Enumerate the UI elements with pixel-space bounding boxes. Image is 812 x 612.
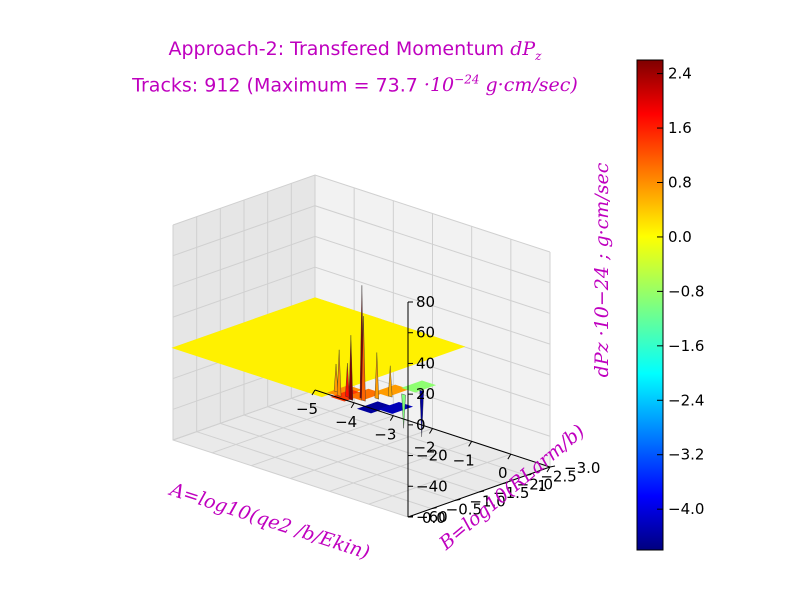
- y-tick-label: −2.5: [540, 467, 576, 485]
- y-tick-mark: [526, 473, 532, 476]
- colorbar-tick-label: 2.4: [668, 65, 692, 83]
- title-line1-text: Approach-2: Transfered Momentum: [168, 38, 511, 60]
- y-tick-label: 0.0: [422, 509, 446, 527]
- x-tick-mark: [507, 453, 512, 460]
- surface-patch: [356, 401, 392, 414]
- surface-spike: [419, 389, 424, 437]
- surface-spike: [374, 352, 380, 400]
- z-tick-label: −20: [416, 447, 448, 465]
- x-tick-label: 0: [498, 464, 508, 482]
- title-line2-text: Tracks: 912 (Maximum = 73.7: [132, 74, 424, 97]
- grid-line-z: [172, 266, 551, 345]
- x-tick-mark: [311, 389, 316, 396]
- surface-patch: [327, 385, 363, 398]
- grid-line-z: [172, 174, 551, 253]
- colorbar-tick-label: 0.0: [668, 228, 692, 246]
- z-tick-label: 0: [416, 416, 426, 434]
- x-tick-label: 1: [537, 477, 547, 495]
- x-tick-label: −5: [296, 400, 318, 418]
- tick-labels: −5 −4 −3 −2 −1 0 1 0.0 −0.5−1.0−1.5−2.0−2.5−3.0 8…: [296, 293, 601, 527]
- y-tick-label: −0.5: [446, 501, 482, 519]
- z-tick-label: −40: [416, 477, 448, 495]
- z-tick-label: 20: [416, 385, 435, 403]
- surface-spike: [333, 363, 339, 393]
- y-tick-label: −1.5: [493, 484, 529, 502]
- surface-spike: [361, 316, 366, 402]
- x-tick-mark: [389, 415, 394, 421]
- colorbar: 2.4 1.6 0.8 0.0 −0.8 −1.6 −2.4 −3.2 −4.0: [636, 59, 704, 551]
- title-line2-math: ·10−24 g·cm/sec): [423, 73, 578, 97]
- title-line1-math-sub: z: [535, 48, 542, 63]
- x-tick-label: −3: [374, 426, 396, 444]
- x-tick-mark: [429, 428, 433, 434]
- y-tick-mark: [455, 498, 461, 501]
- title-line2-math-exp: −24: [454, 73, 480, 87]
- x-tick-mark: [350, 402, 355, 409]
- x-tick-label: −2: [413, 439, 435, 457]
- z-tick-label: 60: [416, 324, 435, 342]
- grid-line-z: [172, 235, 551, 314]
- grid-lines: [172, 174, 551, 518]
- surface-spike: [401, 393, 406, 429]
- colorbar-tick-label: −3.2: [668, 446, 704, 464]
- colorbar-tick-label: −2.4: [668, 391, 704, 409]
- grid-line-z: [172, 205, 551, 284]
- surface-spike: [348, 335, 354, 401]
- title-line1-math-main: dP: [510, 38, 536, 60]
- surface-spike: [336, 349, 342, 397]
- surface-base: [171, 297, 466, 398]
- surface-plot: [171, 285, 466, 437]
- colorbar-tick-label: −1.6: [668, 337, 704, 355]
- x-tick-label: −4: [335, 413, 357, 431]
- z-tick-label: −60: [416, 508, 448, 526]
- title-line1-math: dPz: [510, 38, 542, 63]
- colorbar-tick-label: −4.0: [668, 500, 704, 518]
- chart-title-line1: Approach-2: Transfered Momentum dPz: [0, 38, 710, 63]
- z-tick-label: 80: [416, 293, 435, 311]
- x-tick-label: −1: [453, 451, 475, 469]
- y-tick-label: −2.0: [517, 476, 553, 494]
- x-tick-mark: [546, 466, 551, 473]
- x-tick-mark: [468, 441, 473, 447]
- surface-patch: [401, 380, 437, 393]
- z-axis-label: dPz ·10−24 ; g·cm/sec: [591, 162, 613, 377]
- y-tick-mark: [502, 482, 508, 485]
- chart-title-line2: Tracks: 912 (Maximum = 73.7 ·10−24 g·cm/…: [0, 73, 710, 96]
- surface-spike: [345, 363, 350, 398]
- title-line2-math-a: ·10: [423, 74, 455, 97]
- y-tick-mark: [549, 465, 556, 468]
- surface-spike: [388, 365, 393, 398]
- y-tick-label: −1.0: [469, 492, 505, 510]
- colorbar-gradient: [636, 59, 664, 551]
- colorbar-tick-label: 0.8: [668, 174, 692, 192]
- colorbar-tick-label: 1.6: [668, 119, 692, 137]
- z-tick-label: 40: [416, 354, 435, 372]
- y-tick-mark: [478, 490, 485, 493]
- y-tick-mark: [431, 507, 437, 510]
- title-line2-math-b: g·cm/sec): [479, 74, 578, 97]
- colorbar-tick-label: −0.8: [668, 282, 704, 300]
- y-tick-label: −3.0: [564, 459, 600, 477]
